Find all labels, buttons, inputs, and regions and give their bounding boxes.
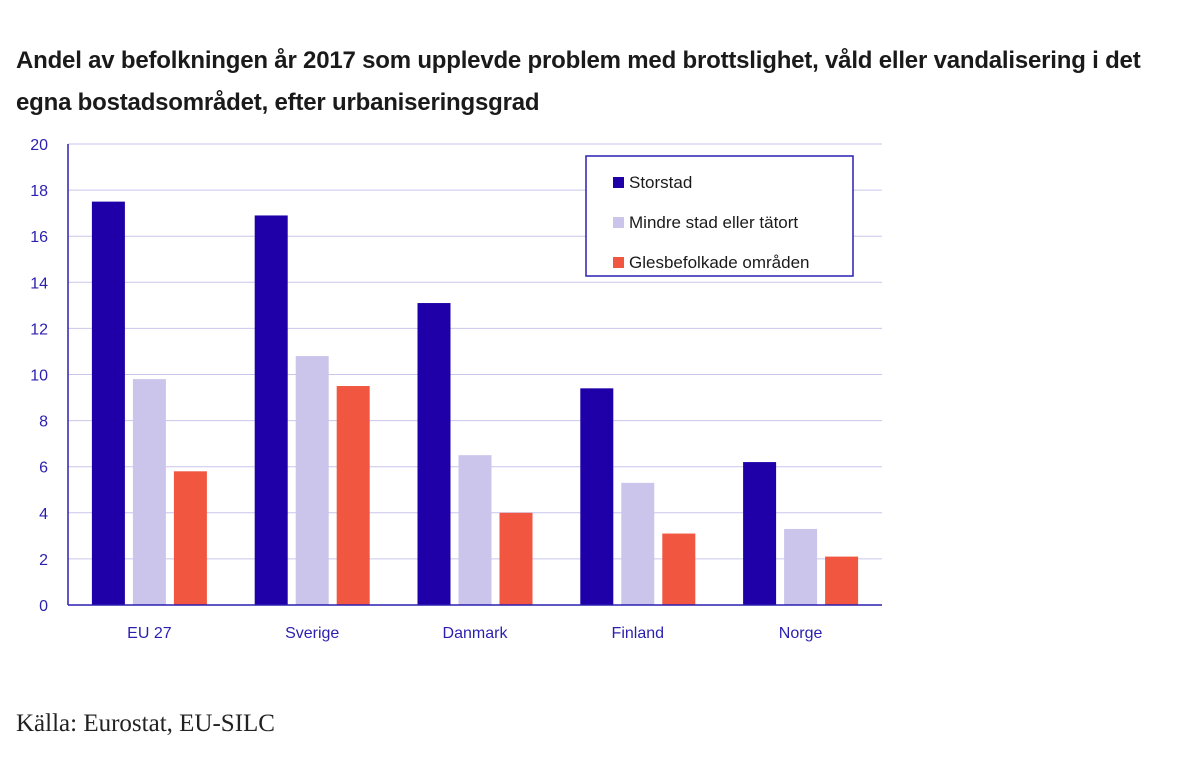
y-tick-label: 2 xyxy=(39,552,48,569)
legend-label: Storstad xyxy=(629,173,692,192)
x-tick-label: Danmark xyxy=(443,625,509,642)
legend-label: Mindre stad eller tätort xyxy=(629,213,798,232)
bar-eu-27-series-3 xyxy=(173,471,207,605)
bar-chart: 0 2 4 6 8 10 12 14 16 18 20 EU 27 Sverige Danmark Fin… xyxy=(30,137,882,642)
bar-norge-series-2 xyxy=(784,528,818,605)
bar-sverige-series-1 xyxy=(254,215,288,605)
y-tick-label: 12 xyxy=(30,321,48,338)
bar-danmark-series-1 xyxy=(417,303,451,605)
y-tick-label: 20 xyxy=(30,137,48,154)
legend: Storstad Mindre stad eller tätort Glesbefo… xyxy=(585,155,854,277)
y-tick-label: 0 xyxy=(39,598,48,615)
y-tick-label: 16 xyxy=(30,229,48,246)
x-tick-label: Finland xyxy=(612,625,664,642)
x-tick-label: EU 27 xyxy=(127,625,172,642)
bars xyxy=(91,201,859,605)
chart-title: Andel av befolkningen år 2017 som upplev… xyxy=(16,47,1141,116)
bar-finland-series-2 xyxy=(621,482,655,605)
bar-norge-series-3 xyxy=(825,556,859,605)
bar-eu-27-series-1 xyxy=(91,201,125,605)
y-tick-label: 8 xyxy=(39,414,48,431)
bar-danmark-series-2 xyxy=(458,455,492,605)
bar-finland-series-3 xyxy=(662,533,696,605)
x-tick-label: Norge xyxy=(779,625,823,642)
legend-box xyxy=(585,155,854,277)
source-note: Källa: Eurostat, EU-SILC xyxy=(16,710,275,737)
y-tick-labels: 0 2 4 6 8 10 12 14 16 18 20 xyxy=(30,137,48,615)
axes xyxy=(67,144,882,606)
bar-danmark-series-3 xyxy=(499,512,533,605)
legend-swatch xyxy=(613,217,624,228)
bar-norge-series-1 xyxy=(743,462,777,605)
x-tick-labels: EU 27 Sverige Danmark Finland Norge xyxy=(127,625,822,642)
y-tick-label: 4 xyxy=(39,506,48,523)
x-tick-label: Sverige xyxy=(285,625,339,642)
bar-eu-27-series-2 xyxy=(132,379,166,605)
bar-finland-series-1 xyxy=(580,388,614,605)
legend-label: Glesbefolkade områden xyxy=(629,253,810,272)
y-tick-label: 18 xyxy=(30,183,48,200)
legend-swatch xyxy=(613,257,624,268)
y-tick-label: 14 xyxy=(30,275,48,292)
y-tick-label: 6 xyxy=(39,460,48,477)
bar-sverige-series-2 xyxy=(295,356,329,605)
y-tick-label: 10 xyxy=(30,368,48,385)
bar-sverige-series-3 xyxy=(336,386,370,605)
legend-swatch xyxy=(613,177,624,188)
